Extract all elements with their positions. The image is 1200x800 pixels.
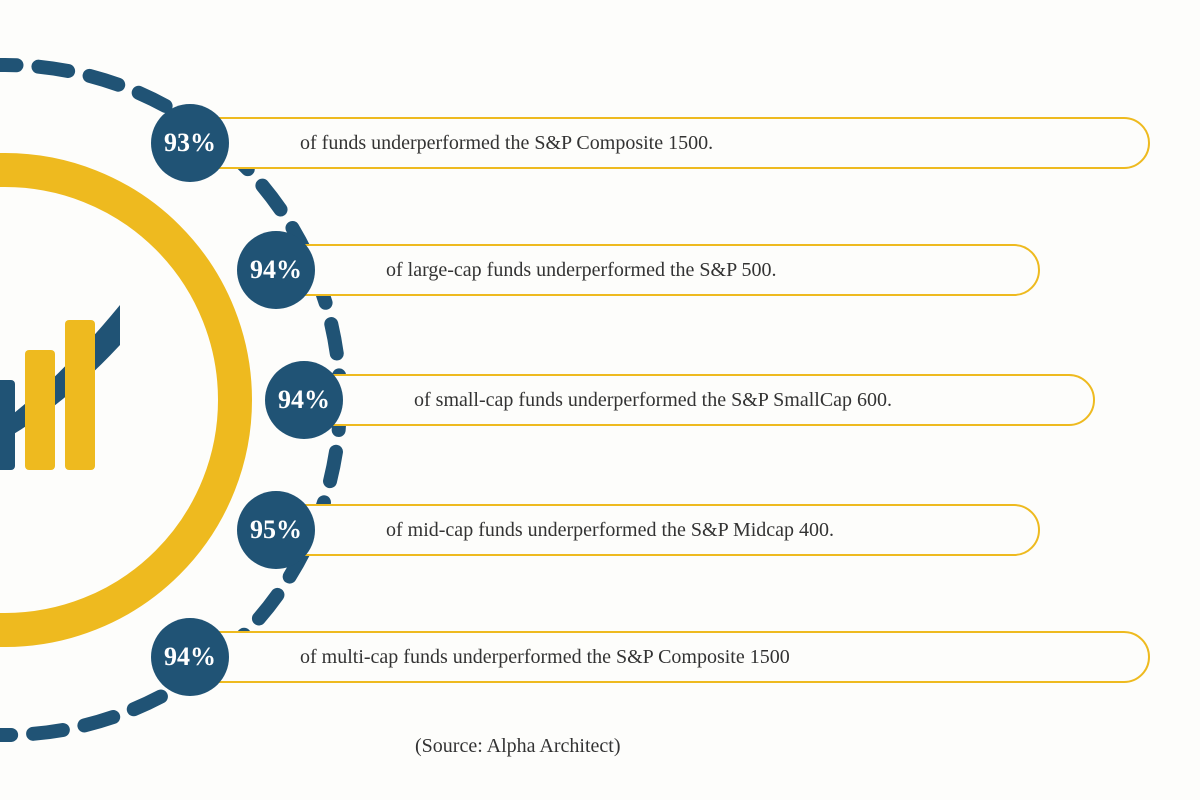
stat-text: of large-cap funds underperformed the S&…	[386, 259, 776, 282]
stat-pill: of funds underperformed the S&P Composit…	[190, 117, 1150, 169]
infographic-canvas: of funds underperformed the S&P Composit…	[0, 0, 1200, 800]
source-citation: (Source: Alpha Architect)	[415, 735, 621, 758]
stat-pill: of small-cap funds underperformed the S&…	[304, 374, 1095, 426]
stat-text: of funds underperformed the S&P Composit…	[300, 132, 713, 155]
stat-badge: 93%	[151, 104, 229, 182]
stat-percentage: 94%	[250, 255, 302, 285]
stat-percentage: 93%	[164, 128, 216, 158]
stat-percentage: 95%	[250, 515, 302, 545]
stat-badge: 94%	[237, 231, 315, 309]
stat-pill: of mid-cap funds underperformed the S&P …	[276, 504, 1040, 556]
stat-text: of small-cap funds underperformed the S&…	[414, 389, 892, 412]
stat-pill: of multi-cap funds underperformed the S&…	[190, 631, 1150, 683]
stat-percentage: 94%	[278, 385, 330, 415]
stat-badge: 95%	[237, 491, 315, 569]
stat-text: of multi-cap funds underperformed the S&…	[300, 646, 790, 669]
stat-pill: of large-cap funds underperformed the S&…	[276, 244, 1040, 296]
stat-badge: 94%	[265, 361, 343, 439]
stat-badge: 94%	[151, 618, 229, 696]
bar-chart-icon	[0, 305, 120, 470]
stat-text: of mid-cap funds underperformed the S&P …	[386, 519, 834, 542]
stat-percentage: 94%	[164, 642, 216, 672]
